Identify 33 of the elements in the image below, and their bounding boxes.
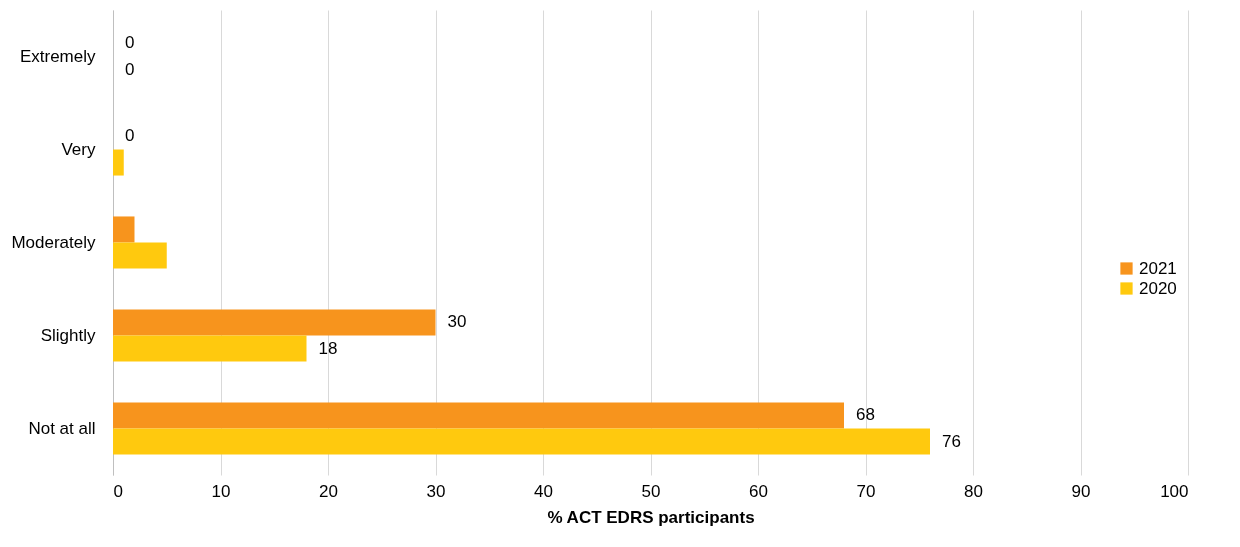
bar xyxy=(113,428,930,455)
data-label: 0 xyxy=(125,126,135,146)
y-tick-label: Not at all xyxy=(28,418,96,438)
bar xyxy=(113,402,844,429)
bar xyxy=(113,309,436,336)
y-tick-label: Moderately xyxy=(11,232,96,252)
data-label: 68 xyxy=(856,405,875,425)
x-axis-title: % ACT EDRS participants xyxy=(547,507,755,527)
legend-label: 2021 xyxy=(1139,258,1177,278)
bar xyxy=(113,242,167,269)
data-label: 0 xyxy=(125,59,135,79)
x-tick-label: 0 xyxy=(113,481,123,501)
data-label: 18 xyxy=(318,338,338,358)
bar xyxy=(113,335,307,362)
y-tick-label: Very xyxy=(61,139,96,159)
x-tick-label: 90 xyxy=(1071,481,1091,501)
x-tick-label: 100 xyxy=(1160,481,1189,501)
bar xyxy=(113,149,124,176)
x-tick-label: 80 xyxy=(964,481,983,501)
x-tick-label: 50 xyxy=(641,481,661,501)
bar xyxy=(113,216,135,243)
x-tick-label: 10 xyxy=(211,481,231,501)
y-tick-label: Slightly xyxy=(40,325,96,345)
data-label: 76 xyxy=(942,431,961,451)
x-tick-label: 30 xyxy=(426,481,446,501)
y-tick-label: Extremely xyxy=(19,46,96,66)
x-tick-label: 40 xyxy=(534,481,553,501)
x-tick-label: 20 xyxy=(319,481,338,501)
data-label: 30 xyxy=(447,312,467,332)
legend-label: 2020 xyxy=(1139,278,1177,298)
x-tick-label: 70 xyxy=(856,481,876,501)
data-label: 0 xyxy=(125,33,135,53)
x-tick-label: 60 xyxy=(749,481,768,501)
